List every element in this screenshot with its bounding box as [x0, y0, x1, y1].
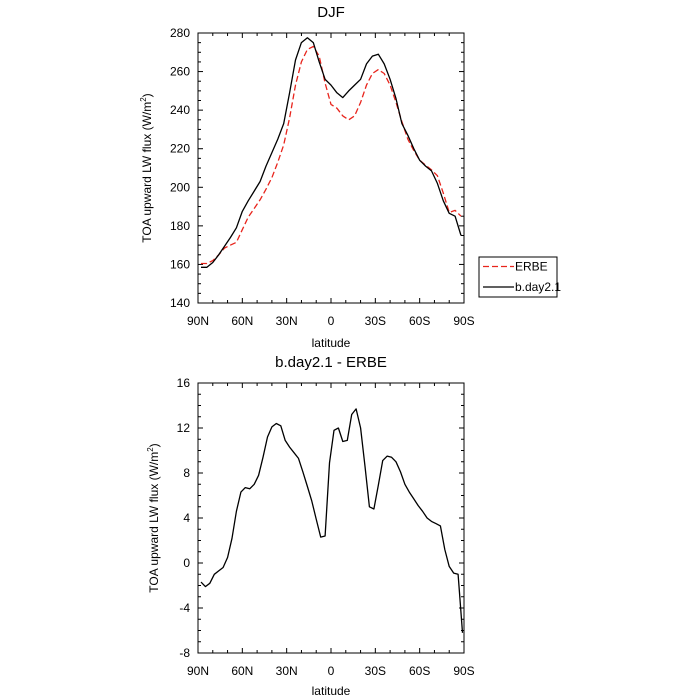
x-tick-label: 90N	[187, 314, 209, 328]
series-layer	[201, 37, 462, 268]
x-tick-label: 90N	[187, 664, 209, 678]
x-tick-labels: 90N 60N 30N 0 30S 60S 90S	[187, 314, 475, 328]
y-tick-labels: -8 -4 0 4 8 12 16	[177, 376, 191, 660]
chart-title: b.day2.1 - ERBE	[275, 354, 387, 371]
panel-difference: b.day2.1 - ERBE -8 -4 0 4 8 12 16 90N 60N 30N 0 30…	[146, 354, 475, 698]
y-tick-label: 200	[170, 180, 190, 194]
y-tick-labels: 140 160 180 200 220 240 260 280	[170, 26, 190, 310]
x-tick-label: 0	[328, 314, 335, 328]
chart-title: DJF	[317, 4, 345, 21]
x-axis-label: latitude	[312, 336, 351, 350]
x-tick-label: 30N	[276, 314, 298, 328]
legend-label-erbe: ERBE	[515, 260, 548, 274]
y-tick-label: 16	[177, 376, 191, 390]
series-layer	[200, 408, 464, 633]
y-tick-label: 260	[170, 65, 190, 79]
x-tick-label: 60N	[231, 314, 253, 328]
y-tick-label: -8	[179, 646, 190, 660]
x-tick-label: 30S	[365, 314, 386, 328]
x-tick-label: 60S	[409, 664, 430, 678]
x-axis-label: latitude	[312, 684, 351, 698]
y-tick-label: 180	[170, 219, 190, 233]
series-line-b-day2-1	[201, 37, 462, 268]
x-tick-label: 30S	[365, 664, 386, 678]
x-tick-label: 30N	[276, 664, 298, 678]
y-tick-label: 12	[177, 421, 191, 435]
x-tick-label: 60N	[231, 664, 253, 678]
x-tick-label: 0	[328, 664, 335, 678]
tick-marks	[197, 32, 465, 304]
legend-box	[478, 256, 558, 298]
y-tick-label: 4	[183, 511, 190, 525]
y-tick-label: 220	[170, 142, 190, 156]
y-tick-label: 160	[170, 257, 190, 271]
plot-frame	[197, 382, 465, 654]
y-tick-label: 0	[183, 556, 190, 570]
legend-label-b-day2-1: b.day2.1	[515, 280, 561, 294]
x-tick-label: 60S	[409, 314, 430, 328]
series-line-b-day2-1-erbe	[200, 408, 464, 633]
panel-djf: DJF 140 160 180 200 220 240 260 280 90N 60N 30N 0 3…	[139, 4, 561, 350]
y-tick-label: -4	[179, 601, 190, 615]
legend: ERBE b.day2.1	[478, 256, 561, 298]
y-tick-label: 280	[170, 26, 190, 40]
x-tick-label: 90S	[453, 664, 474, 678]
y-tick-label: 140	[170, 296, 190, 310]
x-tick-labels: 90N 60N 30N 0 30S 60S 90S	[187, 664, 475, 678]
plot-frame	[197, 32, 465, 304]
x-tick-label: 90S	[453, 314, 474, 328]
y-tick-label: 240	[170, 103, 190, 117]
y-axis-label: TOA upward LW flux (W/m2)	[146, 443, 161, 592]
y-axis-label: TOA upward LW flux (W/m2)	[139, 93, 154, 242]
y-tick-label: 8	[183, 466, 190, 480]
tick-marks	[197, 382, 465, 654]
series-line-erbe	[201, 45, 462, 265]
